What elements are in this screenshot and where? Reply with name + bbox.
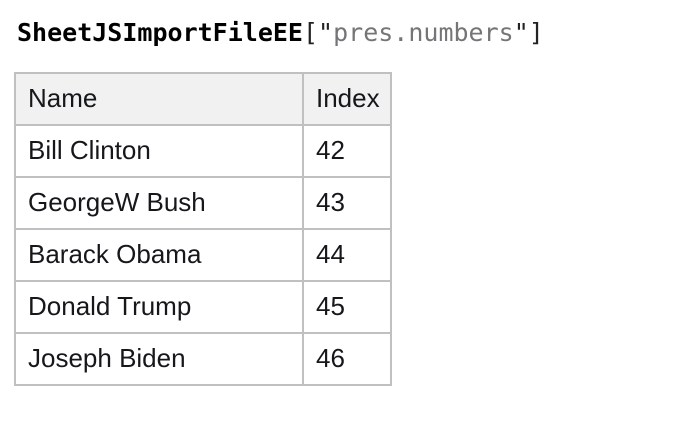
title-punctuation-open: [" [302, 18, 334, 47]
page-title: SheetJSImportFileEE["pres.numbers"] [17, 18, 684, 48]
column-header-index: Index [302, 72, 392, 126]
table-row: Donald Trump 45 [14, 280, 392, 334]
table-row: Barack Obama 44 [14, 228, 392, 282]
presidents-table: Name Index Bill Clinton 42 GeorgeW Bush … [14, 72, 392, 386]
index-cell: 46 [302, 332, 392, 386]
table-row: Bill Clinton 42 [14, 124, 392, 178]
column-header-name: Name [14, 72, 304, 126]
title-string-value: pres.numbers [333, 18, 514, 47]
index-cell: 45 [302, 280, 392, 334]
name-cell: Joseph Biden [14, 332, 304, 386]
table-row: GeorgeW Bush 43 [14, 176, 392, 230]
table-header-row: Name Index [14, 72, 392, 126]
index-cell: 44 [302, 228, 392, 282]
index-cell: 43 [302, 176, 392, 230]
name-cell: Donald Trump [14, 280, 304, 334]
title-identifier: SheetJSImportFileEE [17, 18, 303, 47]
index-cell: 42 [302, 124, 392, 178]
title-punctuation-close: "] [513, 18, 544, 47]
name-cell: Bill Clinton [14, 124, 304, 178]
name-cell: Barack Obama [14, 228, 304, 282]
name-cell: GeorgeW Bush [14, 176, 304, 230]
table-row: Joseph Biden 46 [14, 332, 392, 386]
